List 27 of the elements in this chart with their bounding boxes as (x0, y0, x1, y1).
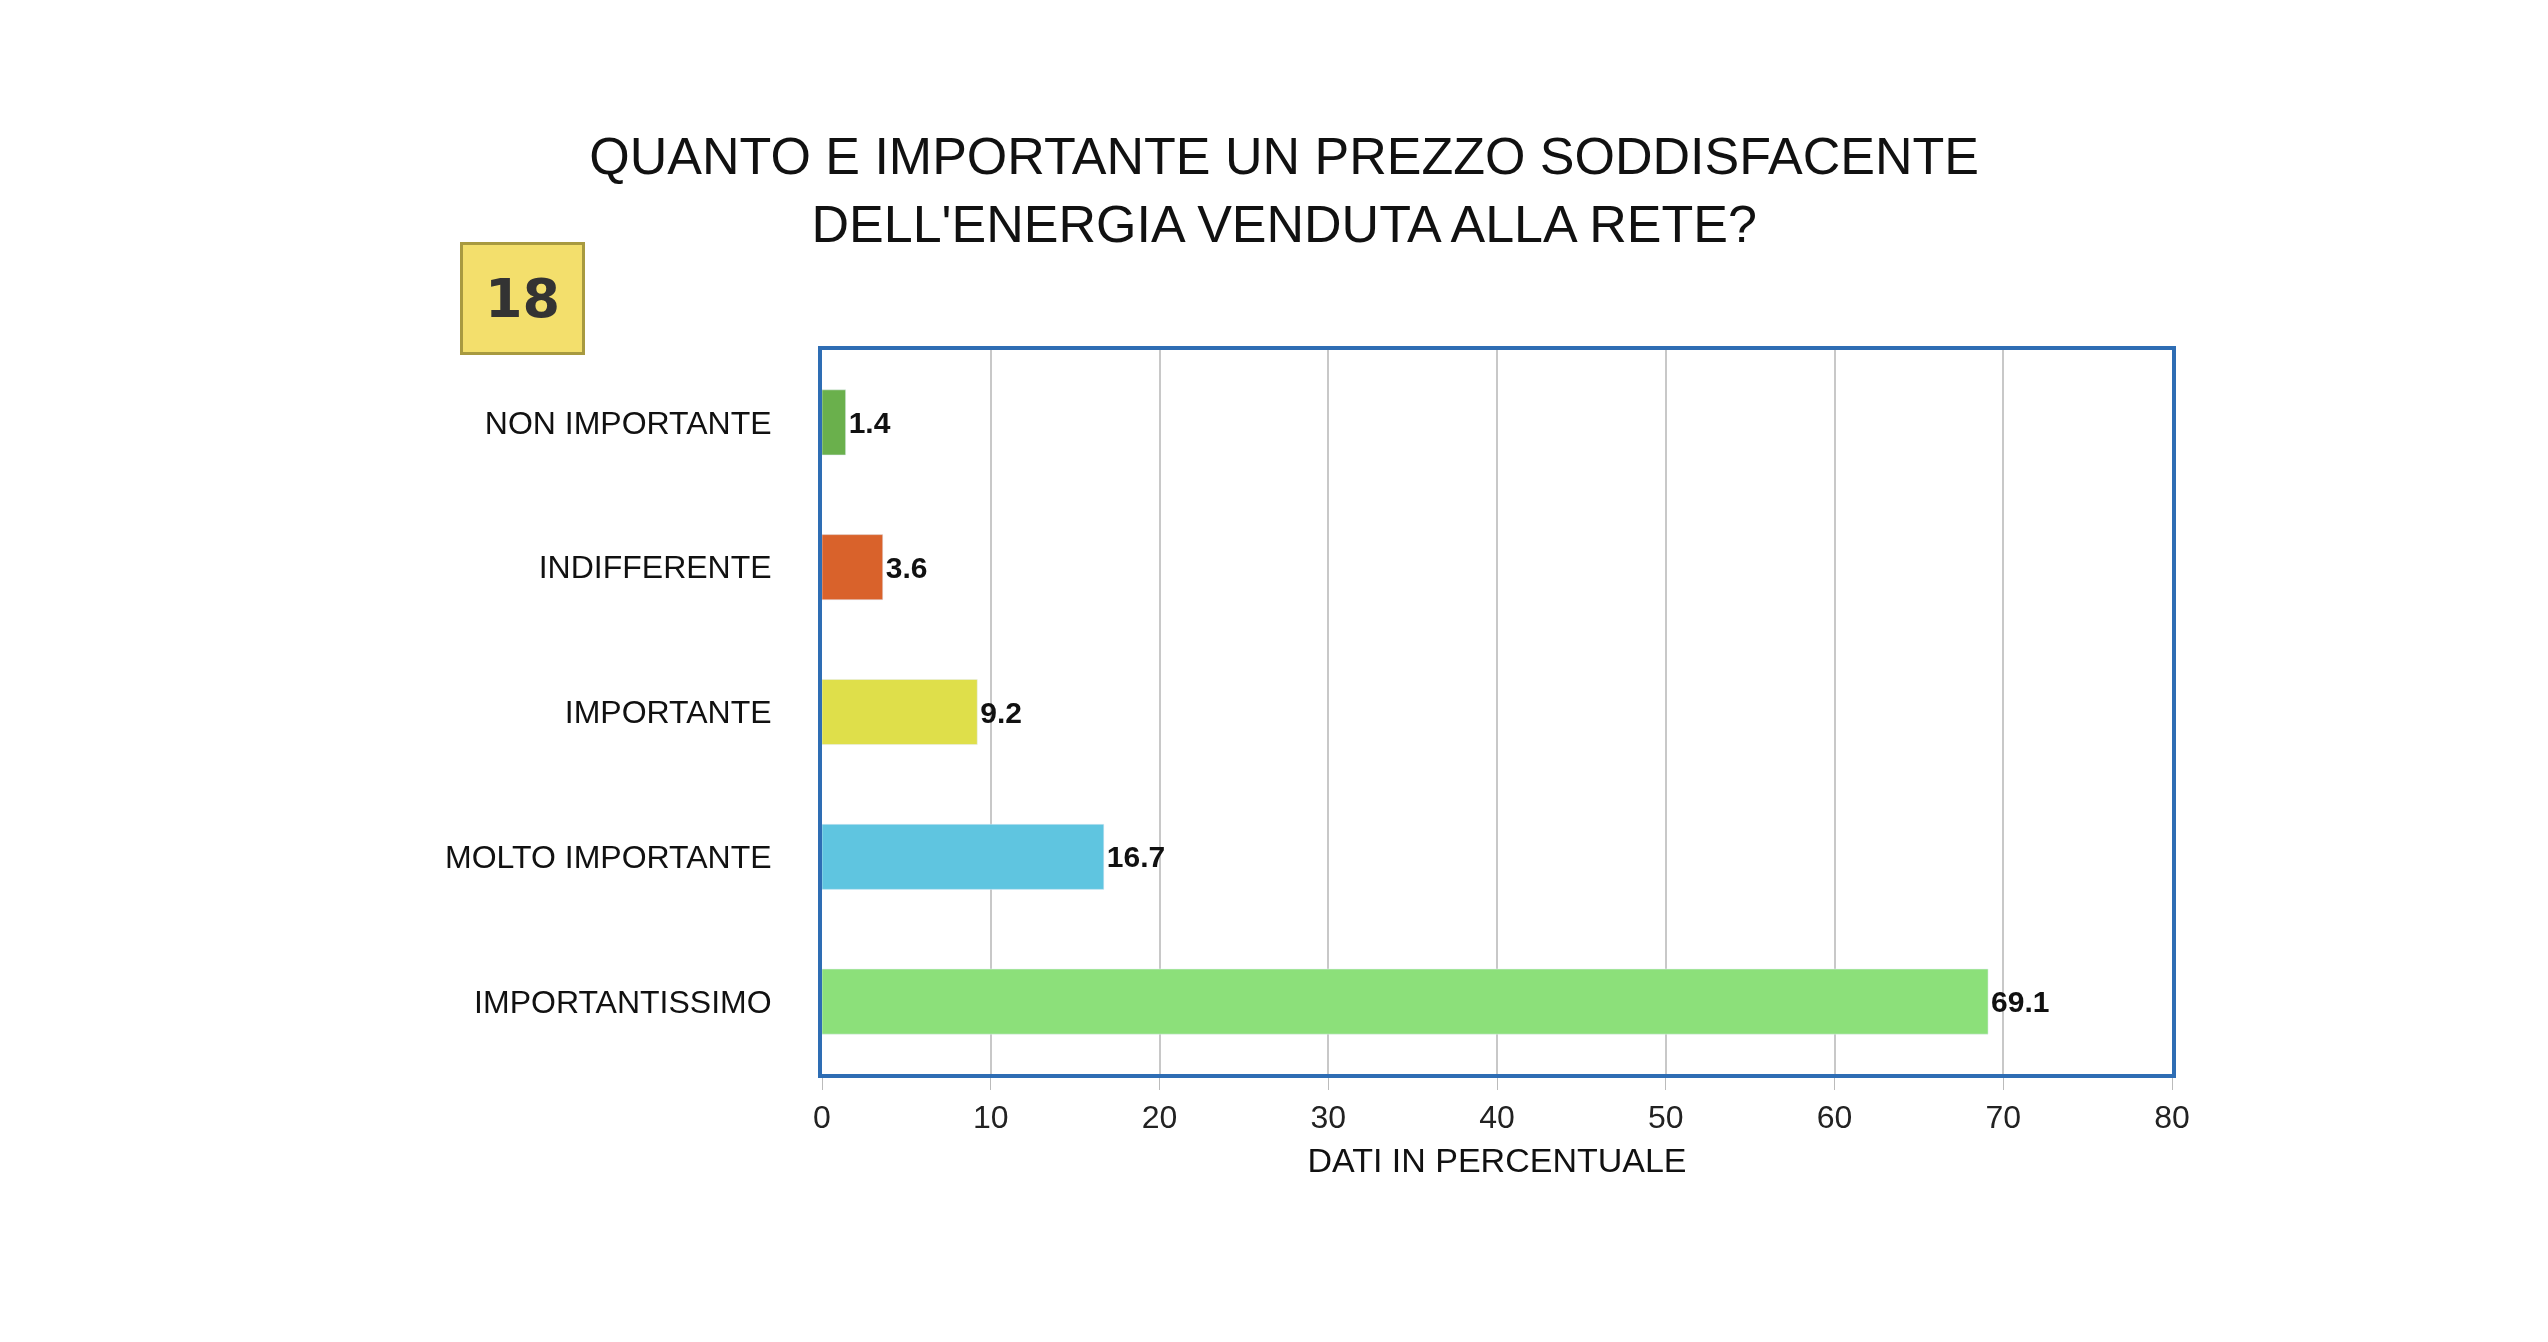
bar (822, 968, 1989, 1035)
data-label: 69.1 (1991, 985, 2050, 1019)
data-label: 3.6 (885, 550, 928, 584)
data-label: 1.4 (848, 405, 891, 439)
x-tick-label: 20 (1141, 1099, 1178, 1136)
x-tick-label: 80 (2154, 1099, 2190, 1136)
data-label: 16.7 (1106, 840, 1166, 874)
y-tick-label: IMPORTANTE (564, 694, 772, 731)
text: 18 (485, 267, 561, 330)
bar (822, 823, 1105, 890)
bar (822, 679, 978, 745)
bar (822, 534, 883, 601)
x-axis-title: DATI IN PERCENTUALE (1307, 1141, 1687, 1180)
y-tick-label: INDIFFERENTE (538, 549, 772, 586)
x-tick-label: 10 (972, 1099, 1009, 1136)
x-tick-label: 40 (1479, 1099, 1515, 1136)
data-label: 9.2 (980, 695, 1022, 729)
x-tick-label: 0 (813, 1099, 831, 1136)
x-tick-label: 70 (1985, 1099, 2022, 1136)
x-tick-label: 50 (1647, 1099, 1684, 1136)
y-tick-label: NON IMPORTANTE (484, 404, 772, 441)
y-tick-label: MOLTO IMPORTANTE (445, 839, 772, 875)
x-tick-label: 30 (1310, 1099, 1347, 1136)
x-tick-label: 60 (1816, 1099, 1853, 1136)
bar (822, 389, 846, 456)
y-tick-label: IMPORTANTISSIMO (474, 983, 772, 1020)
chart-title: QUANTO E IMPORTANTE UN PREZZO SODDISFACENTE DELL'ENERGIA VENDUTA ALLA RETE? (589, 127, 1980, 254)
